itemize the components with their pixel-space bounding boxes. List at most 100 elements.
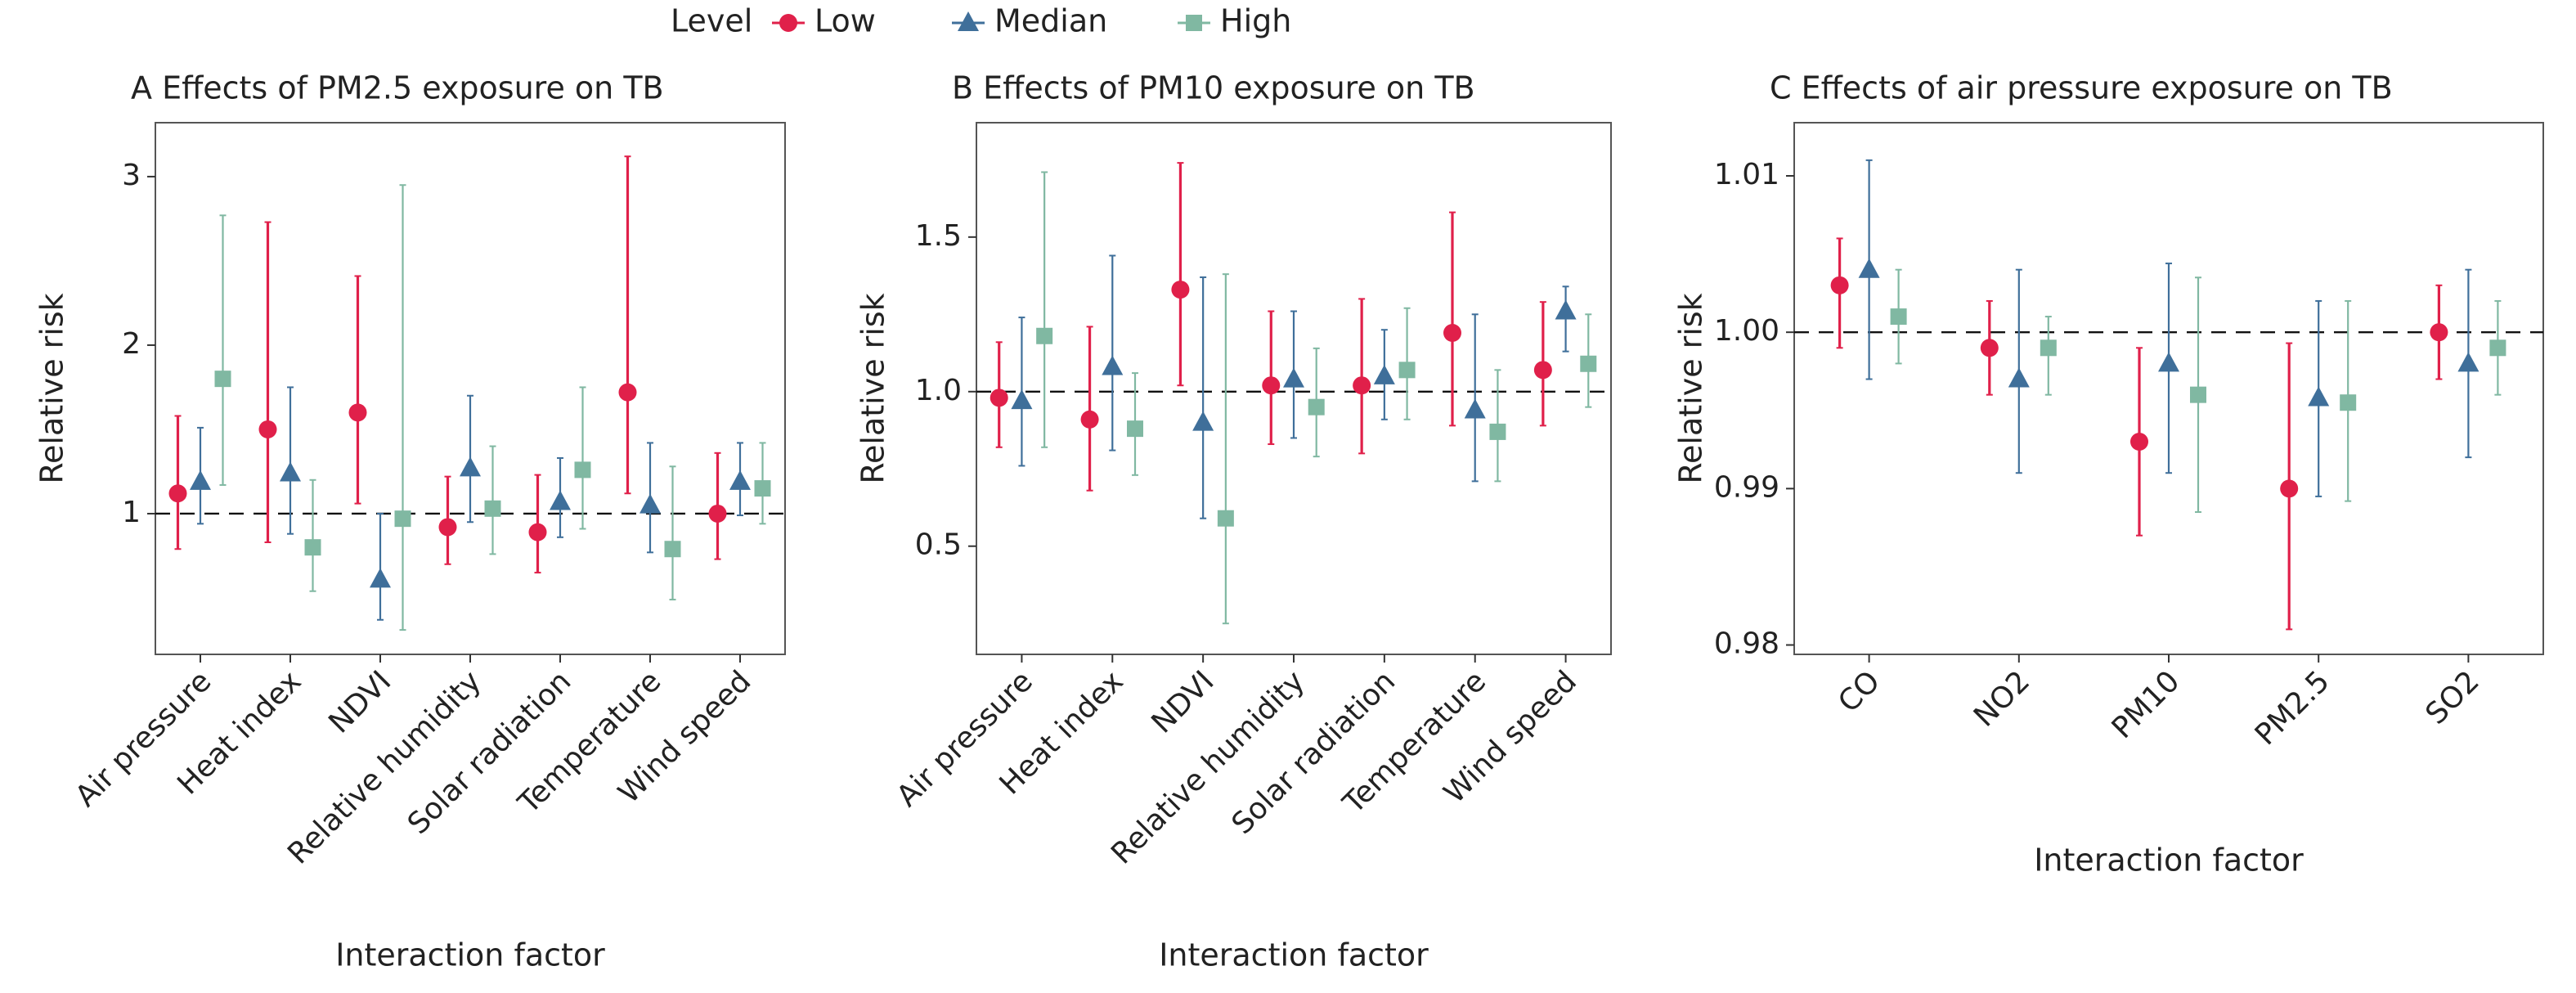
point <box>664 541 681 558</box>
point <box>990 389 1008 407</box>
x-tick-label: SO2 <box>2419 664 2485 730</box>
point <box>1283 367 1304 388</box>
plot-area <box>155 122 786 655</box>
y-tick-label: 1 <box>122 496 141 529</box>
error-bar <box>377 512 384 621</box>
point <box>168 484 187 503</box>
point <box>348 403 367 422</box>
x-axis-label: Interaction factor <box>1159 937 1429 973</box>
point <box>729 470 751 490</box>
point <box>2308 386 2330 407</box>
x-tick-label: NO2 <box>1968 664 2036 733</box>
error-bar <box>309 479 316 592</box>
point <box>574 461 591 479</box>
error-bar <box>174 415 182 550</box>
error-bar <box>264 221 272 543</box>
error-bar <box>1041 171 1048 448</box>
panel-title: A Effects of PM2.5 exposure on TB <box>131 70 664 106</box>
point <box>1217 510 1234 527</box>
point <box>1443 323 1461 342</box>
point <box>1011 389 1033 410</box>
legend-label: High <box>1220 3 1291 39</box>
point <box>958 11 979 31</box>
point <box>1858 258 1880 278</box>
point <box>394 510 411 528</box>
x-tick-label: PM2.5 <box>2249 664 2336 752</box>
point <box>1580 355 1597 372</box>
error-bar <box>1471 313 1479 483</box>
point <box>1262 376 1281 395</box>
point <box>618 383 637 402</box>
x-tick-label: Solar radiation <box>402 664 578 841</box>
point <box>1127 420 1143 438</box>
point <box>1398 362 1416 379</box>
point <box>1308 398 1325 416</box>
x-axis-label: Interaction factor <box>335 937 605 973</box>
y-tick-label: 1.5 <box>915 219 962 253</box>
point <box>2040 339 2057 357</box>
point <box>2008 367 2030 388</box>
error-bar <box>579 386 586 530</box>
point <box>2457 352 2480 372</box>
point <box>484 500 501 517</box>
y-tick-label: 2 <box>122 327 141 361</box>
point <box>304 539 321 556</box>
y-tick-label: 3 <box>122 159 141 192</box>
x-tick-label: NDVI <box>322 664 397 739</box>
point <box>550 490 571 510</box>
legend-label: Low <box>815 3 876 39</box>
point <box>370 568 391 588</box>
error-bar <box>489 445 496 555</box>
error-bar <box>399 184 406 631</box>
point <box>258 420 277 438</box>
y-tick-label: 0.99 <box>1714 470 1779 504</box>
x-axis-label: Interaction factor <box>2034 842 2304 878</box>
point <box>779 14 797 32</box>
point <box>1533 361 1552 380</box>
point <box>2280 479 2299 498</box>
point <box>214 371 231 388</box>
point <box>528 523 547 541</box>
y-tick-label: 0.5 <box>915 528 962 562</box>
point <box>708 504 727 523</box>
x-tick-label: PM10 <box>2106 664 2187 745</box>
y-axis-label: Relative risk <box>855 293 891 483</box>
legend-title: Level <box>671 3 752 39</box>
error-bar <box>219 214 227 486</box>
point <box>1890 308 1907 326</box>
point <box>2489 339 2506 357</box>
point <box>190 470 211 490</box>
y-axis-label: Relative risk <box>1673 293 1709 483</box>
point <box>1830 276 1849 294</box>
point <box>1036 327 1053 344</box>
point <box>1489 423 1506 440</box>
y-tick-label: 1.01 <box>1714 158 1779 191</box>
x-tick-label: NDVI <box>1145 664 1220 739</box>
point <box>1373 364 1395 384</box>
point <box>2130 433 2148 451</box>
error-bar <box>287 386 294 535</box>
error-bar <box>624 155 631 495</box>
x-tick-label: CO <box>1832 664 1887 719</box>
point <box>1080 410 1099 429</box>
error-bar <box>669 465 676 601</box>
error-bar <box>1200 276 1207 519</box>
point <box>1192 411 1214 431</box>
error-bar <box>354 275 361 505</box>
panel-title: C Effects of air pressure exposure on TB <box>1770 70 2393 106</box>
point <box>1353 376 1371 395</box>
point <box>1980 339 1999 357</box>
y-tick-label: 0.98 <box>1714 627 1779 661</box>
error-bar <box>1177 162 1184 387</box>
y-axis-label: Relative risk <box>34 293 70 483</box>
point <box>1555 299 1577 320</box>
error-bar <box>1086 326 1093 492</box>
error-bar <box>1449 211 1456 427</box>
point <box>2430 323 2448 342</box>
y-tick-label: 1.0 <box>915 374 962 407</box>
point <box>1186 15 1202 31</box>
legend-label: Median <box>994 3 1107 39</box>
error-bar <box>1358 298 1366 455</box>
point <box>2340 394 2357 411</box>
